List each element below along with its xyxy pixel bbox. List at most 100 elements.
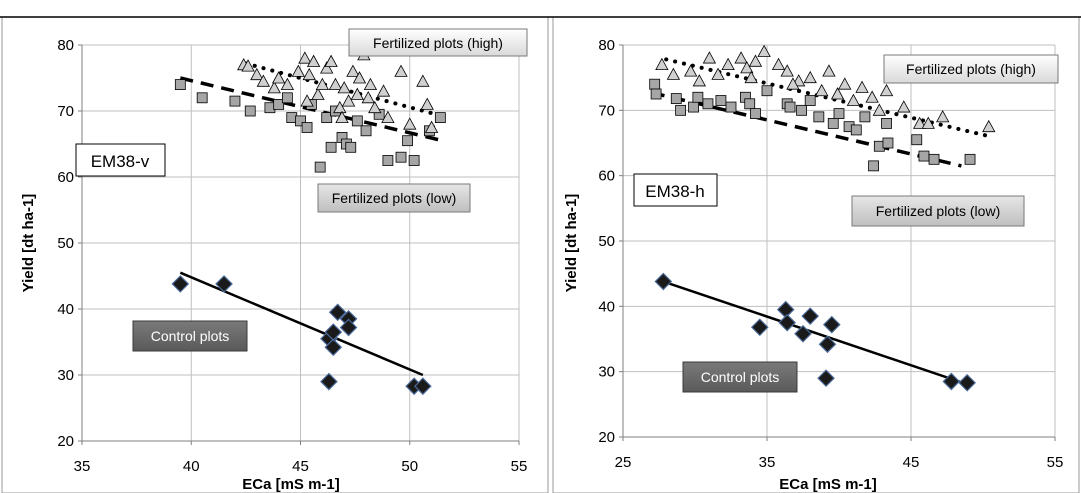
point-low: [281, 92, 293, 104]
y-tick-label: 30: [598, 364, 615, 381]
point-high: [346, 64, 360, 77]
x-tick-label: 50: [401, 458, 418, 475]
point-high: [300, 94, 314, 107]
point-high: [744, 70, 758, 84]
point-low: [725, 101, 737, 113]
point-high: [771, 57, 786, 70]
annotation-low: Fertilized plots (low): [317, 183, 471, 213]
y-tick-label: 40: [57, 301, 74, 318]
axes: [619, 44, 1056, 441]
data-points: [649, 44, 996, 392]
point-low: [804, 95, 816, 106]
point-high: [341, 94, 356, 107]
point-high: [855, 80, 869, 93]
annotation-high-label: Fertilized plots (high): [906, 61, 1036, 77]
point-control: [822, 315, 841, 334]
point-high: [424, 120, 439, 133]
annotation-sensor-label: EM38-v: [91, 152, 150, 171]
point-high: [780, 64, 794, 77]
point-high: [711, 67, 725, 80]
point-low: [196, 92, 208, 104]
point-low: [750, 108, 761, 119]
annotation-high-label: Fertilized plots (high): [373, 35, 503, 51]
point-high: [734, 51, 748, 64]
point-high: [267, 81, 281, 94]
point-control: [794, 324, 812, 343]
point-low: [675, 104, 686, 116]
point-high: [333, 100, 347, 114]
point-high: [912, 116, 927, 129]
trendline-control: [662, 280, 970, 386]
chart-em38-v: 35 40 45 50 55 20 30 40 50 60 70 80 ECa [mS m-1] Yi…: [20, 28, 528, 493]
point-control: [817, 369, 835, 388]
annotation-control: Control plots: [682, 361, 798, 393]
x-tick-label: 45: [903, 454, 920, 471]
point-low: [881, 118, 892, 129]
point-low: [833, 108, 845, 119]
point-low: [827, 118, 839, 129]
point-high: [256, 74, 271, 87]
y-tick-label: 60: [57, 169, 74, 186]
point-low: [918, 150, 930, 162]
annotation-control-label: Control plots: [701, 369, 780, 385]
y-tick-label: 70: [57, 103, 74, 120]
point-low: [345, 141, 357, 153]
point-control: [654, 272, 673, 291]
point-low: [796, 104, 807, 116]
point-high: [403, 117, 417, 130]
point-high: [302, 67, 316, 81]
y-tick-label: 80: [57, 37, 74, 54]
point-low: [174, 79, 186, 90]
point-high: [350, 87, 364, 100]
point-control: [215, 275, 233, 293]
y-tick-label: 20: [57, 433, 74, 450]
point-high: [757, 44, 771, 57]
point-low: [295, 115, 306, 127]
point-high: [363, 77, 378, 90]
point-high: [879, 83, 894, 97]
y-tick-label: 20: [598, 429, 615, 446]
x-tick-label: 35: [74, 458, 91, 475]
point-low: [702, 98, 714, 110]
y-tick-label: 60: [598, 168, 615, 185]
point-high: [815, 83, 829, 97]
point-control: [324, 338, 343, 357]
x-tick-label: 45: [292, 458, 309, 475]
point-high: [655, 57, 669, 70]
point-high: [280, 77, 295, 90]
annotation-low: Fertilized plots (low): [851, 195, 1025, 227]
point-high: [352, 71, 367, 84]
data-points: [171, 48, 446, 396]
point-low: [688, 101, 699, 113]
annotation-control-label: Control plots: [151, 328, 230, 344]
point-high: [311, 87, 325, 100]
annotation-control: Control plots: [132, 320, 248, 352]
point-control: [942, 372, 961, 391]
point-control: [328, 303, 347, 322]
point-low: [650, 88, 662, 100]
axes: [78, 44, 520, 445]
y-tick-label: 30: [57, 367, 74, 384]
point-low: [784, 101, 796, 113]
point-high: [291, 64, 305, 77]
point-high: [328, 77, 343, 90]
point-high: [748, 54, 763, 67]
point-control: [818, 335, 837, 354]
trendline-control: [179, 271, 424, 377]
x-axis-label: ECa [mS m-1]: [242, 476, 340, 493]
annotation-sensor: EM38-h: [633, 173, 718, 207]
point-high: [702, 51, 717, 64]
point-control: [750, 318, 769, 337]
point-high: [241, 59, 255, 72]
point-low: [649, 78, 661, 90]
left-panel-frame: [1, 16, 549, 493]
point-high: [337, 81, 351, 94]
chart-em38-h: 25 35 45 55 20 30 40 50 60 70 80 ECa [mS m-1] Yiel…: [563, 37, 1063, 493]
point-low: [761, 85, 773, 97]
point-high: [250, 67, 264, 81]
point-high: [846, 93, 861, 106]
point-high: [936, 110, 950, 123]
point-high: [822, 64, 836, 77]
point-low: [402, 135, 413, 147]
point-low: [670, 93, 682, 104]
